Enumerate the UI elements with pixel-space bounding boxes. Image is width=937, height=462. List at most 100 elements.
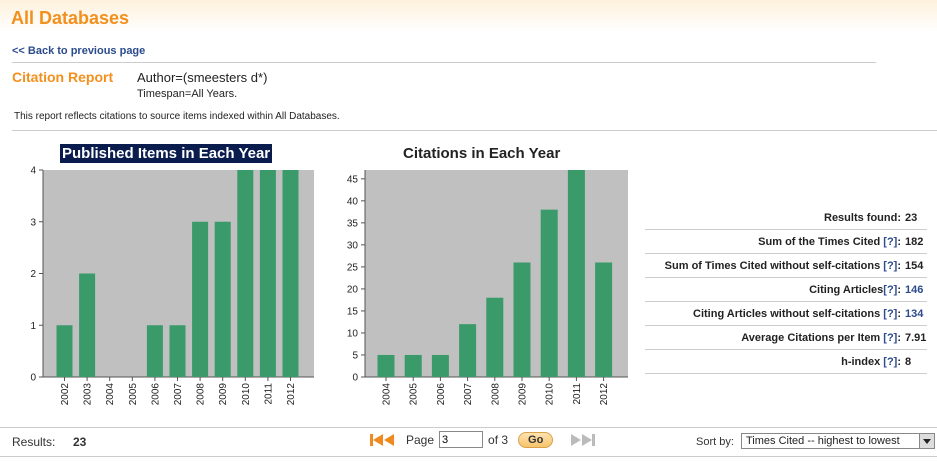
- pub-x-tick-label: 2002: [60, 383, 71, 406]
- pub-x-tick-label: 2011: [263, 383, 274, 405]
- go-button[interactable]: Go: [518, 431, 554, 448]
- stat-label: Average Citations per Item: [741, 331, 881, 344]
- pub-bar-2012: [282, 170, 299, 377]
- pub-x-tick-label: 2003: [83, 383, 94, 406]
- help-link[interactable]: [?]: [883, 283, 898, 296]
- stat-colon: :: [897, 259, 901, 272]
- cit-y-tick-label: 25: [347, 262, 359, 273]
- pub-y-tick-label: 3: [30, 217, 36, 228]
- cit-bar-2012: [595, 262, 613, 377]
- pub-x-tick-label: 2005: [128, 383, 139, 406]
- cit-bar-2008: [486, 297, 504, 377]
- search-query: Author=(smeesters d*): [137, 70, 268, 85]
- cit-x-tick-label: 2009: [518, 383, 529, 406]
- pub-bar-2002: [56, 325, 73, 377]
- help-link[interactable]: [?]: [883, 235, 898, 248]
- cit-bar-2010: [540, 209, 558, 377]
- chevron-down-icon[interactable]: [919, 434, 934, 448]
- stat-results-found: Results found: 23: [645, 206, 927, 230]
- sort-value: Times Cited -- highest to lowest: [746, 435, 900, 447]
- first-page-icon[interactable]: [370, 433, 398, 447]
- cit-bar-2009: [513, 262, 531, 377]
- cit-y-tick-label: 10: [347, 328, 359, 339]
- pub-y-tick-label: 0: [30, 373, 36, 384]
- stat-value: 154: [905, 259, 924, 272]
- pub-x-tick-label: 2008: [196, 383, 207, 406]
- stat-citing-articles: Citing Articles [?]: 146: [645, 278, 927, 302]
- cit-y-tick-label: 15: [347, 306, 359, 317]
- sort-select[interactable]: Times Cited -- highest to lowest: [741, 433, 935, 449]
- help-link[interactable]: [?]: [883, 331, 898, 344]
- divider: [0, 456, 937, 457]
- help-link[interactable]: [?]: [883, 355, 898, 368]
- stat-average: Average Citations per Item [?]: 7.91: [645, 326, 927, 350]
- pub-bar-2006: [146, 325, 163, 377]
- cit-x-tick-label: 2008: [490, 383, 501, 406]
- pub-x-tick-label: 2004: [105, 383, 116, 406]
- cit-x-tick-label: 2007: [463, 383, 474, 406]
- stat-sum-wo-self: Sum of Times Cited without self-citation…: [645, 254, 927, 278]
- stat-value: 182: [905, 235, 924, 248]
- pub-x-tick-label: 2012: [286, 383, 297, 406]
- citation-report-label: Citation Report: [12, 69, 114, 85]
- page-input[interactable]: [439, 431, 484, 448]
- divider: [12, 62, 876, 63]
- pager: Page of 3 Go: [370, 431, 599, 448]
- stat-label: Sum of Times Cited without self-citation…: [664, 259, 881, 272]
- pub-x-tick-label: 2009: [218, 383, 229, 406]
- stat-colon: :: [897, 307, 901, 320]
- cit-x-tick-label: 2005: [409, 383, 420, 406]
- results-label: Results:: [12, 435, 56, 449]
- pub-bar-2007: [169, 325, 186, 377]
- stat-colon: :: [897, 355, 901, 368]
- cit-y-tick-label: 5: [352, 350, 358, 361]
- stat-colon: :: [897, 235, 901, 248]
- stat-label: Sum of the Times Cited: [758, 235, 881, 248]
- pub-bar-2010: [237, 170, 254, 377]
- cit-y-tick-label: 0: [352, 373, 358, 384]
- cit-y-tick-label: 35: [347, 218, 359, 229]
- sort-label: Sort by:: [696, 436, 734, 448]
- help-link[interactable]: [?]: [883, 307, 898, 320]
- back-link[interactable]: << Back to previous page: [12, 45, 146, 57]
- last-page-icon[interactable]: [569, 433, 599, 447]
- pub-bar-2003: [79, 273, 96, 377]
- cit-bar-2005: [404, 354, 422, 377]
- cit-bar-2007: [459, 324, 477, 377]
- cit-x-tick-label: 2010: [545, 383, 556, 406]
- pub-bar-2008: [192, 221, 209, 377]
- page-of-label: of 3: [488, 432, 509, 447]
- pub-x-tick-label: 2006: [150, 383, 161, 406]
- timespan-text: Timespan=All Years.: [137, 88, 238, 100]
- pub-y-tick-label: 4: [30, 166, 36, 177]
- stat-citing-wo-self: Citing Articles without self-citations […: [645, 302, 927, 326]
- citing-wo-self-link[interactable]: 134: [905, 307, 924, 320]
- cit-x-tick-label: 2012: [599, 383, 610, 406]
- pub-bar-2011: [259, 170, 276, 377]
- pub-x-tick-label: 2007: [173, 383, 184, 406]
- chart-title-published: Published Items in Each Year: [60, 144, 273, 163]
- cit-y-tick-label: 40: [347, 196, 359, 207]
- header-bar: All Databases: [0, 0, 937, 32]
- cit-x-tick-label: 2011: [572, 383, 583, 405]
- results-count: 23: [73, 435, 87, 449]
- pub-x-tick-label: 2010: [241, 383, 252, 406]
- stat-label: Results found:: [824, 211, 901, 224]
- report-note: This report reflects citations to source…: [14, 111, 340, 122]
- cit-y-tick-label: 45: [347, 174, 359, 185]
- cit-y-tick-label: 20: [347, 284, 359, 295]
- citing-articles-link[interactable]: 146: [905, 283, 924, 296]
- page-label: Page: [406, 432, 435, 447]
- page-title: All Databases: [11, 8, 130, 28]
- cit-bar-2006: [431, 354, 449, 377]
- stat-label: Citing Articles: [809, 283, 884, 296]
- cit-y-tick-label: 30: [347, 240, 359, 251]
- stat-sum-cited: Sum of the Times Cited [?]: 182: [645, 230, 927, 254]
- stat-value: 23: [905, 211, 918, 224]
- cit-bar-2011: [567, 170, 585, 377]
- pub-y-tick-label: 2: [30, 269, 36, 280]
- cit-x-tick-label: 2004: [382, 383, 393, 406]
- help-link[interactable]: [?]: [883, 259, 898, 272]
- stats-panel: Results found: 23 Sum of the Times Cited…: [645, 206, 927, 374]
